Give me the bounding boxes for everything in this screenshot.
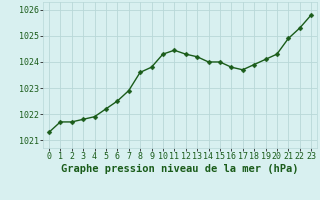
X-axis label: Graphe pression niveau de la mer (hPa): Graphe pression niveau de la mer (hPa) [61,164,299,174]
